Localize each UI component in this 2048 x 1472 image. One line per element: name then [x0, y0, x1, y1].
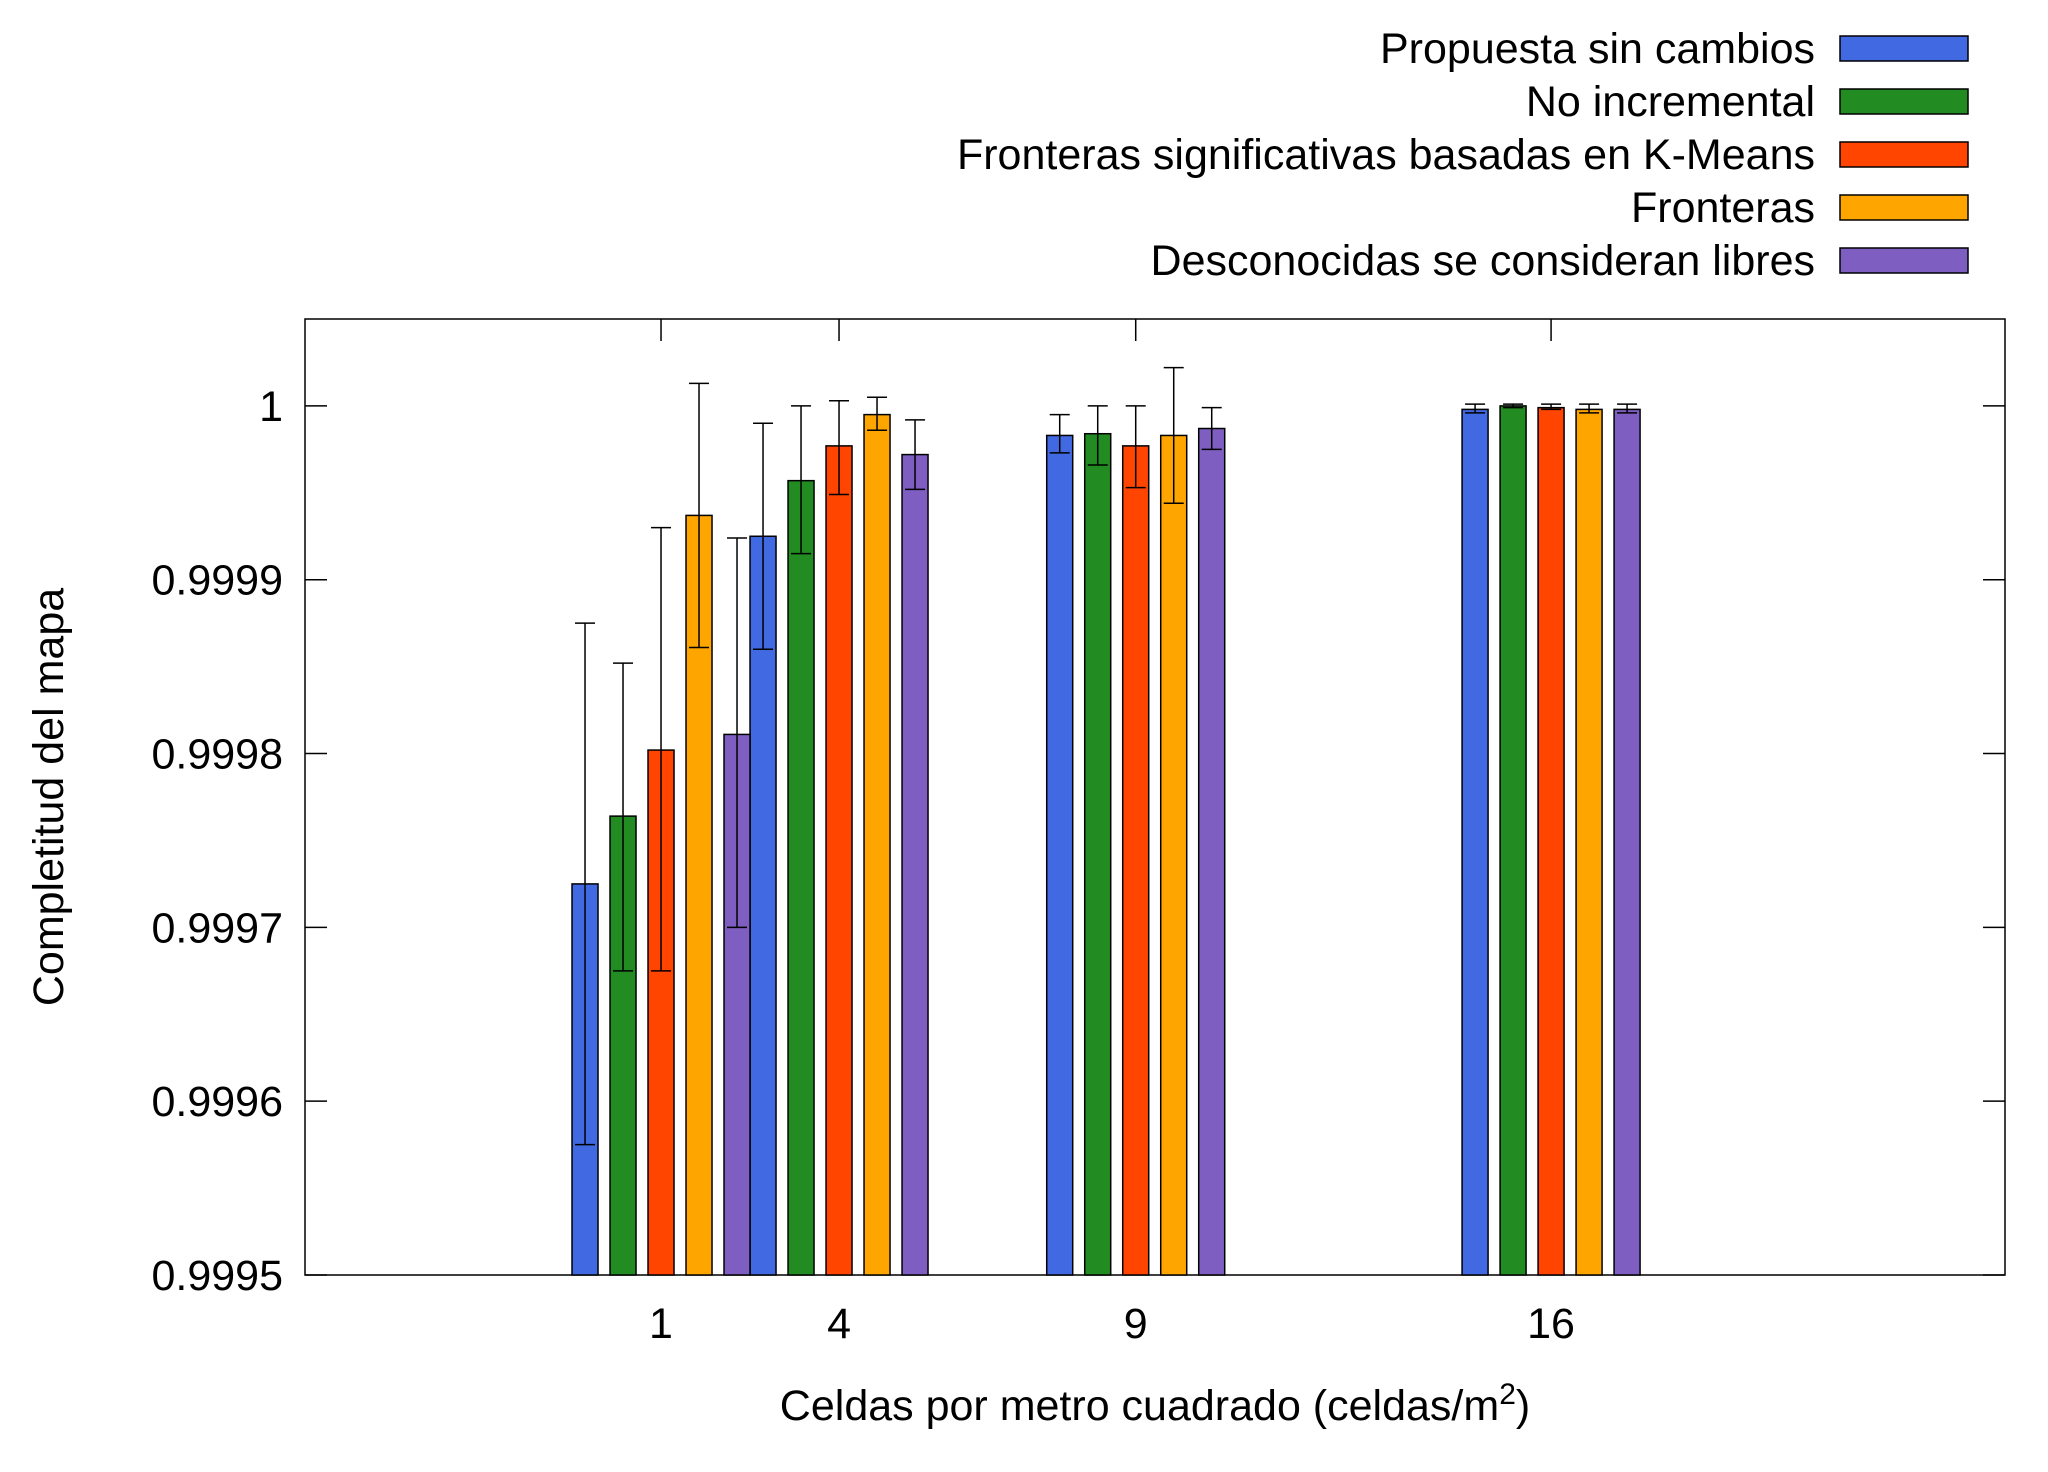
y-tick-label: 0.9999 — [151, 557, 283, 605]
bar — [1461, 408, 1489, 1276]
legend-label: No incremental — [1526, 78, 1815, 126]
bar — [901, 453, 929, 1276]
y-tick-label: 0.9996 — [151, 1078, 283, 1126]
y-tick-label: 1 — [259, 383, 283, 431]
error-bars — [575, 366, 1638, 1146]
legend-label: Fronteras significativas basadas en K-Me… — [957, 131, 1815, 179]
bar — [787, 479, 815, 1276]
bar-series — [571, 405, 1641, 1276]
bar — [1537, 406, 1565, 1276]
y-tick-label: 0.9998 — [151, 731, 283, 779]
bar — [1499, 405, 1527, 1276]
y-axis-label: Completitud del mapa — [25, 588, 73, 1006]
bar — [1159, 434, 1188, 1276]
bar — [1575, 408, 1603, 1276]
bar — [1197, 427, 1226, 1276]
x-tick-label: 1 — [649, 1300, 673, 1348]
legend-label: Propuesta sin cambios — [1380, 25, 1815, 73]
legend-swatch — [1839, 88, 1969, 115]
legend-label: Desconocidas se consideran libres — [1151, 237, 1815, 285]
bar — [1613, 408, 1641, 1276]
x-tick-label: 4 — [827, 1300, 851, 1348]
bar — [1083, 432, 1112, 1276]
y-axis: 0.9995 0.9996 0.9997 0.9998 0.9999 1 — [151, 383, 2005, 1300]
legend: Propuesta sin cambios No incremental Front… — [957, 25, 1969, 285]
x-tick-label: 9 — [1124, 1300, 1148, 1348]
legend-swatch — [1839, 247, 1969, 274]
bar — [1121, 445, 1150, 1276]
bar — [749, 535, 777, 1276]
x-axis-label-sup: 2 — [1499, 1378, 1516, 1411]
x-axis-label-end: ) — [1516, 1382, 1530, 1430]
x-axis-label: Celdas por metro cuadrado (celdas/m2) — [780, 1378, 1530, 1431]
legend-swatch — [1839, 35, 1969, 62]
legend-label: Fronteras — [1631, 184, 1815, 232]
y-tick-label: 0.9997 — [151, 904, 283, 952]
x-axis-label-main: Celdas por metro cuadrado (celdas/m — [780, 1382, 1499, 1430]
x-tick-label: 16 — [1527, 1300, 1575, 1348]
bar — [825, 445, 853, 1276]
plot-area — [304, 318, 2006, 1276]
y-tick-label: 0.9995 — [151, 1252, 283, 1300]
bar — [1045, 434, 1074, 1276]
legend-swatch — [1839, 141, 1969, 168]
bar — [863, 413, 891, 1276]
legend-swatch — [1839, 194, 1969, 221]
